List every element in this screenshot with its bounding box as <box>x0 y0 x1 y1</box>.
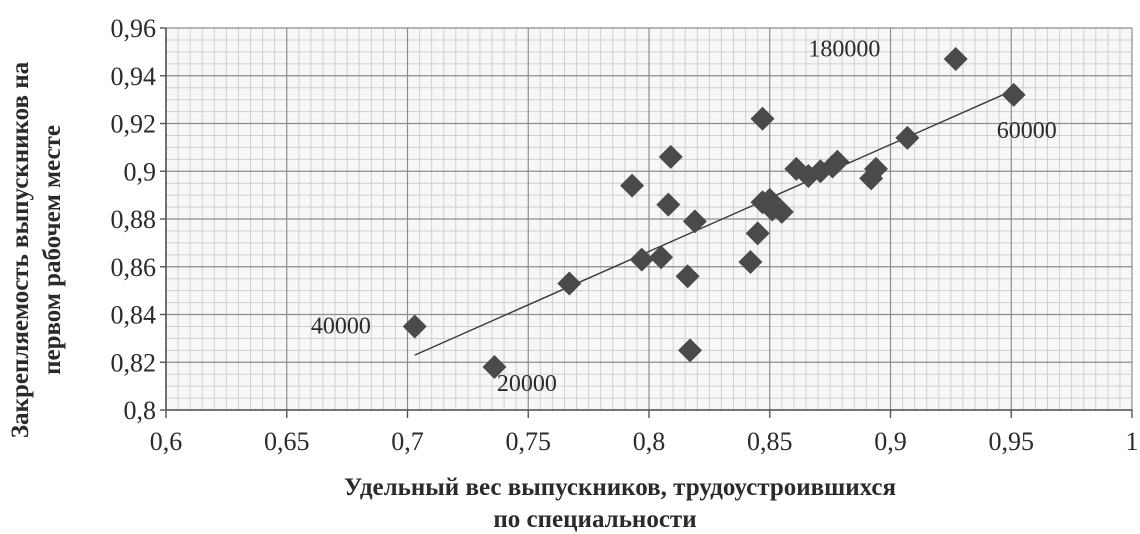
data-point-marker <box>482 355 507 380</box>
point-annotation: 20000 <box>497 371 557 397</box>
x-tick-label: 0,65 <box>264 427 310 456</box>
y-tick-label: 0,94 <box>111 62 157 91</box>
y-axis-title-line-1: Закрепляемость выпускников на <box>7 61 34 438</box>
y-tick-label: 0,8 <box>124 396 157 425</box>
point-annotation: 60000 <box>997 118 1057 144</box>
data-point-marker <box>1001 82 1026 107</box>
axes <box>160 27 1133 418</box>
x-tick-labels: 0,6 0,65 0,7 0,75 0,8 0,85 0,9 0,95 1 <box>150 427 1139 456</box>
data-point-marker <box>750 106 775 131</box>
point-annotation: 40000 <box>311 314 371 340</box>
y-axis-title-line-2: первом рабочем месте <box>39 125 66 375</box>
x-tick-label: 1 <box>1126 427 1139 456</box>
x-tick-label: 0,75 <box>506 427 552 456</box>
data-points <box>402 47 1026 380</box>
x-axis-title-line-1: Удельный вес выпускников, трудоустроивши… <box>344 474 896 501</box>
data-point-marker <box>769 199 794 224</box>
data-point-marker <box>825 149 850 174</box>
x-tick-label: 0,9 <box>874 427 907 456</box>
point-annotations: 40000 20000 180000 60000 <box>311 37 1057 397</box>
data-point-marker <box>943 47 968 72</box>
y-tick-labels: 0,8 0,82 0,84 0,86 0,88 0,9 0,92 0,94 0,96 <box>111 14 157 425</box>
data-point-marker <box>620 173 645 198</box>
y-tick-label: 0,86 <box>111 253 157 282</box>
y-tick-label: 0,92 <box>111 110 157 139</box>
x-tick-label: 0,7 <box>391 427 424 456</box>
data-point-marker <box>658 144 683 169</box>
data-point-marker <box>675 264 700 289</box>
x-axis-title-line-2: по специальности <box>493 506 696 533</box>
x-tick-label: 0,95 <box>989 427 1035 456</box>
data-point-marker <box>557 271 582 296</box>
x-tick-label: 0,8 <box>633 427 666 456</box>
y-tick-label: 0,88 <box>111 205 157 234</box>
data-point-marker <box>656 192 681 217</box>
data-point-marker <box>895 125 920 150</box>
data-point-marker <box>682 209 707 234</box>
data-point-marker <box>864 156 889 181</box>
data-point-marker <box>678 338 703 363</box>
data-point-marker <box>738 249 763 274</box>
data-point-marker <box>745 221 770 246</box>
point-annotation: 180000 <box>808 37 880 63</box>
y-tick-label: 0,96 <box>111 14 157 43</box>
data-point-marker <box>649 245 674 270</box>
y-tick-label: 0,9 <box>124 157 157 186</box>
x-tick-label: 0,6 <box>150 427 183 456</box>
y-tick-label: 0,84 <box>111 301 157 330</box>
y-tick-label: 0,82 <box>111 348 157 377</box>
data-point-marker <box>629 247 654 272</box>
x-tick-label: 0,85 <box>747 427 793 456</box>
data-point-marker <box>402 314 427 339</box>
